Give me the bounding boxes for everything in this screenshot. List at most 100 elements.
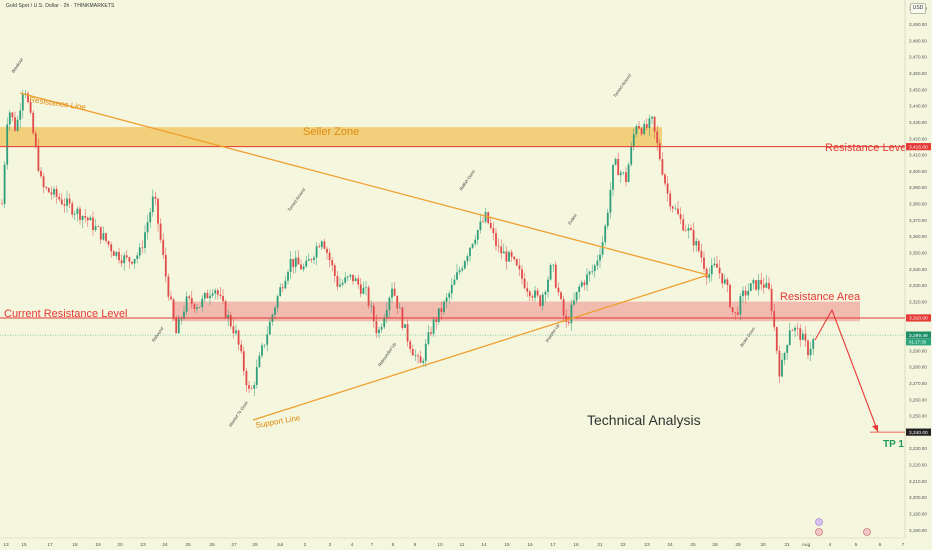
candle [339, 284, 341, 287]
candle [739, 296, 742, 315]
candle [53, 189, 55, 195]
candle [778, 350, 781, 377]
candle [193, 304, 196, 309]
candle [34, 133, 37, 146]
candle [573, 300, 575, 305]
event-icon[interactable] [815, 518, 823, 526]
candle [638, 126, 640, 129]
candle [690, 227, 692, 231]
candle [242, 351, 245, 371]
candle [544, 291, 547, 295]
x-tick-label: 18 [573, 542, 579, 548]
candle [531, 296, 534, 298]
candle [502, 251, 505, 254]
candle [94, 226, 97, 231]
candle [151, 196, 154, 213]
x-tick-label: 17 [47, 542, 53, 548]
x-tick-label: 10 [437, 542, 443, 548]
candle [170, 296, 172, 300]
candle [726, 279, 729, 285]
flag-icon[interactable] [863, 528, 871, 536]
price-tag [906, 314, 931, 322]
candle [474, 239, 477, 244]
candle [14, 117, 16, 131]
y-tick-label: 3,340.00 [909, 267, 927, 272]
candle [700, 250, 703, 258]
seller-zone-label: Seller Zone [303, 126, 359, 138]
candle [601, 242, 604, 255]
candle [3, 164, 6, 204]
annotation-label: Exited [567, 213, 578, 226]
candle [196, 307, 198, 309]
candle [354, 278, 357, 282]
candle [378, 329, 380, 334]
candle [664, 174, 666, 184]
candle [411, 349, 414, 356]
candle [692, 230, 695, 246]
candle [505, 251, 508, 262]
candle [136, 255, 139, 259]
candle [118, 251, 120, 261]
candle [625, 172, 627, 183]
candle [235, 330, 237, 334]
x-tick-label: 9 [414, 542, 417, 548]
candle [627, 164, 630, 183]
currency-button[interactable]: USD [910, 3, 926, 14]
candle [323, 241, 326, 249]
candle [159, 223, 162, 240]
x-tick-label: 3 [329, 542, 332, 548]
candle [645, 124, 648, 128]
candle [586, 274, 588, 285]
candle [336, 275, 339, 287]
event-icons [815, 518, 871, 536]
candle [500, 246, 503, 254]
candle [183, 311, 185, 319]
annotations: Breakout Rebound Turned Around Started To G… [10, 57, 756, 428]
candle [796, 327, 799, 329]
candle [791, 330, 794, 332]
candle [138, 247, 141, 256]
candle [521, 269, 523, 279]
x-tick-label: 28 [712, 542, 718, 548]
projection-arrowhead [872, 425, 878, 432]
candle [245, 370, 248, 386]
candle [6, 124, 9, 165]
candle [385, 309, 388, 318]
candle [115, 251, 118, 256]
candle [630, 146, 633, 165]
x-tick-label: 18 [72, 542, 78, 548]
x-tick-label: 16 [527, 542, 533, 548]
candle [773, 311, 776, 328]
x-tick-label: 11 [460, 542, 465, 548]
candle [333, 265, 336, 276]
candle [281, 287, 284, 289]
candle [695, 241, 698, 246]
candle [703, 257, 705, 269]
candle [515, 259, 518, 266]
symbol-title: Gold Spot / U.S. Dollar · 2h · THINKMARK… [6, 3, 115, 9]
tp1-label: TP 1 [883, 439, 904, 450]
candle [622, 172, 625, 174]
candle [513, 256, 516, 260]
candle [762, 284, 765, 288]
price-timer: 01:17:36 [909, 340, 927, 345]
candle [658, 143, 661, 160]
x-tick-label: 17 [550, 542, 556, 548]
candle [445, 297, 448, 302]
candle [349, 274, 352, 277]
candle [123, 255, 126, 264]
candle [8, 112, 11, 125]
candle [47, 188, 50, 193]
candle [60, 199, 63, 205]
flag-icon[interactable] [815, 528, 823, 536]
candle [263, 344, 266, 346]
labels: Seller Zone Resistance Line Resistance L… [4, 95, 909, 450]
candle [294, 257, 297, 267]
candle [177, 319, 180, 334]
candle [552, 264, 555, 266]
candle [310, 259, 313, 261]
candle [63, 204, 66, 206]
candle [19, 110, 22, 120]
candle [16, 119, 19, 131]
y-tick-label: 3,200.00 [909, 495, 927, 500]
